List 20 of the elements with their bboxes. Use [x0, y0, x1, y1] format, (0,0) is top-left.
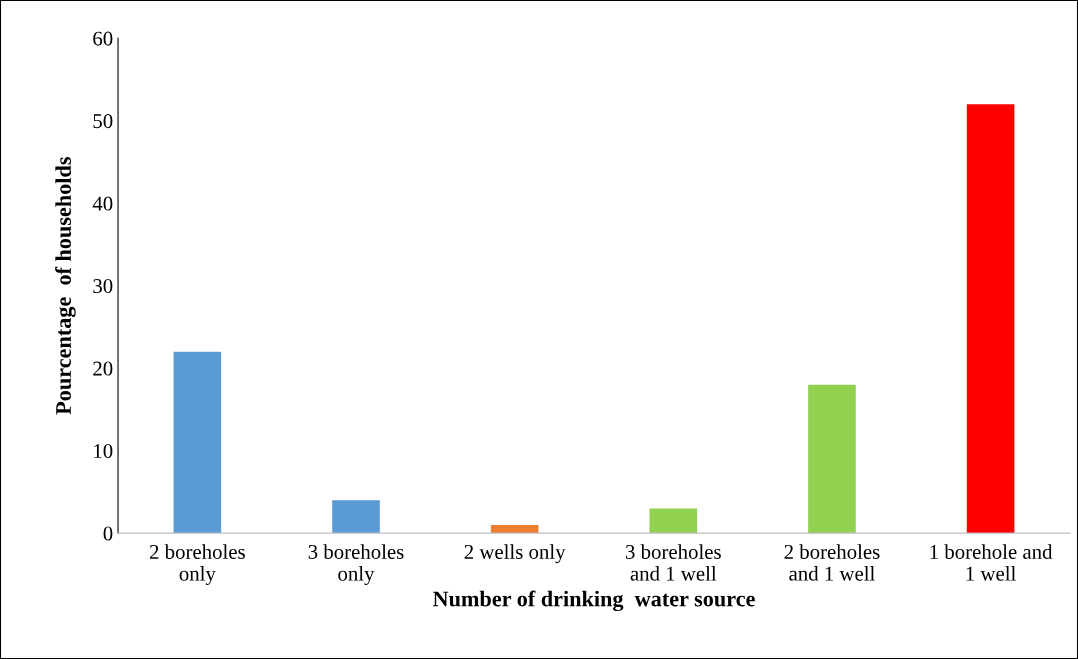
bar: [649, 508, 698, 534]
y-tick-label: 10: [94, 444, 113, 459]
y-tick-label: 0: [103, 526, 113, 541]
bar: [173, 351, 222, 534]
y-tick-label: 30: [93, 279, 113, 294]
x-tick-label: 2 wells only: [464, 544, 566, 564]
x-axis-title: Number of drinking water source: [432, 590, 755, 612]
x-tick-label: 1 borehole and 1 well: [930, 544, 1053, 581]
bar: [808, 384, 856, 534]
bar: [966, 104, 1015, 534]
x-tick-label: 3 boreholes and 1 well: [625, 544, 721, 581]
x-tick-label: 2 boreholes and 1 well: [784, 544, 880, 581]
x-tick-label: 3 boreholes only: [308, 544, 404, 585]
y-tick-label: 20: [93, 361, 113, 376]
y-tick-label: 50: [93, 114, 113, 129]
y-tick-label: 60: [93, 31, 113, 46]
y-axis-title: Pourcentage of households: [55, 157, 76, 415]
bar: [332, 500, 380, 534]
x-tick-label: 2 boreholes only: [149, 544, 245, 585]
y-tick-label: 40: [92, 196, 113, 211]
